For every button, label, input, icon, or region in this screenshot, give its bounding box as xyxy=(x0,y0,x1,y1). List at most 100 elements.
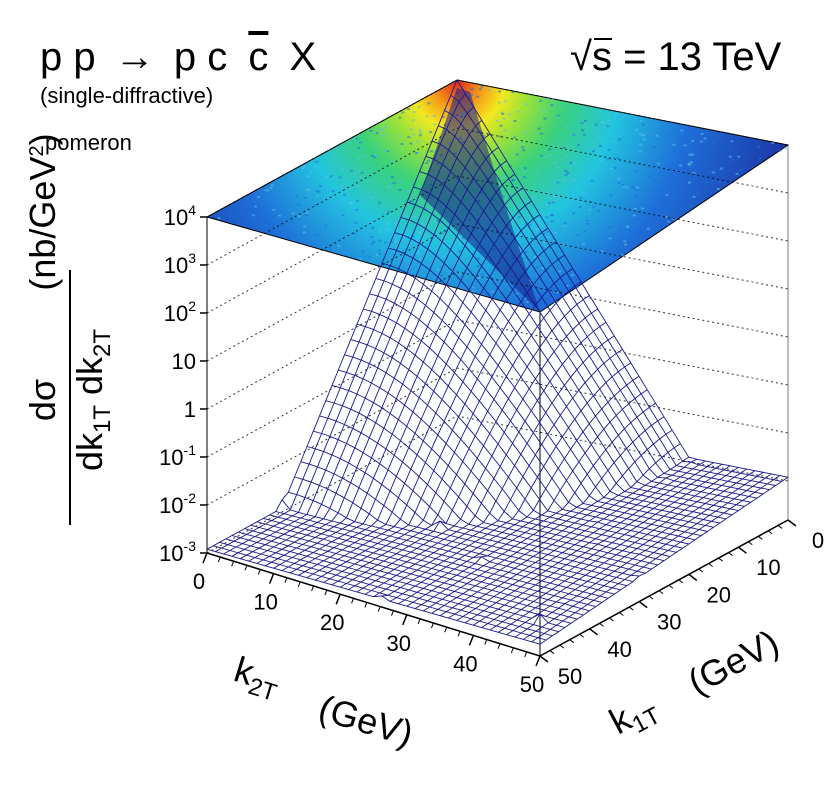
speckle xyxy=(378,201,381,204)
speckle xyxy=(476,265,480,268)
speckle xyxy=(540,245,544,248)
speckle xyxy=(621,254,625,257)
x-minor-tick xyxy=(484,639,488,645)
speckle xyxy=(612,140,616,143)
mesh-line-k2 xyxy=(389,375,640,602)
grid-line xyxy=(456,319,789,386)
speckle xyxy=(381,128,385,131)
speckle xyxy=(521,191,525,194)
speckle xyxy=(399,180,403,183)
speckle xyxy=(517,142,521,145)
speckle xyxy=(669,203,673,206)
speckle xyxy=(471,290,475,293)
speckle xyxy=(617,229,621,232)
x-tick-label: 30 xyxy=(387,631,411,656)
x-minor-tick xyxy=(324,589,328,596)
speckle xyxy=(309,170,313,173)
grid-line xyxy=(456,271,789,338)
speckle xyxy=(371,226,375,229)
speckle xyxy=(407,108,410,111)
speckle xyxy=(690,153,694,156)
speckle xyxy=(487,89,491,91)
mesh-line-k2 xyxy=(423,429,673,612)
speckle xyxy=(378,128,382,130)
speckle xyxy=(672,143,676,146)
speckle xyxy=(358,176,362,179)
z-tick-label: 10 xyxy=(172,349,196,374)
mesh-line-k1 xyxy=(219,541,553,637)
process-title: p p → p c c X xyxy=(40,35,316,79)
speckle xyxy=(458,250,462,253)
speckle xyxy=(585,252,589,255)
speckle xyxy=(639,120,643,122)
speckle xyxy=(624,227,628,230)
speckle xyxy=(357,184,361,187)
speckle xyxy=(501,112,505,115)
speckle xyxy=(315,190,319,192)
speckle xyxy=(621,184,625,187)
speckle xyxy=(594,123,598,126)
speckle xyxy=(303,165,307,168)
x-minor-tick xyxy=(311,585,315,592)
speckle xyxy=(682,128,686,131)
speckle xyxy=(301,167,305,170)
speckle xyxy=(523,297,527,300)
speckle xyxy=(359,258,363,261)
speckle xyxy=(478,88,482,91)
speckle xyxy=(550,104,554,107)
speckle xyxy=(703,137,707,140)
projection-ridge xyxy=(420,88,540,312)
x-minor-tick xyxy=(297,581,301,588)
speckle xyxy=(679,164,683,167)
speckle xyxy=(591,127,595,130)
y-tick-label: 20 xyxy=(707,582,731,607)
speckle xyxy=(432,115,436,117)
speckle xyxy=(364,155,368,158)
speckle xyxy=(516,176,520,178)
grid-line xyxy=(206,367,458,506)
speckle xyxy=(578,275,582,278)
speckle xyxy=(550,220,554,223)
speckle xyxy=(542,245,546,248)
mesh-line-k2 xyxy=(439,456,689,617)
y-minor-tick xyxy=(698,568,704,573)
y-minor-tick xyxy=(748,541,753,546)
speckle xyxy=(410,200,414,203)
y-tick-label: 40 xyxy=(607,637,631,662)
speckle xyxy=(642,123,645,126)
speckle xyxy=(545,216,549,219)
speckle xyxy=(317,190,321,193)
speckle xyxy=(665,215,669,218)
speckle xyxy=(575,286,579,289)
speckle xyxy=(691,139,694,142)
speckle xyxy=(705,181,709,184)
speckle xyxy=(411,119,415,122)
x-minor-tick xyxy=(391,610,394,616)
speckle xyxy=(525,203,529,206)
speckle xyxy=(375,132,379,135)
axis-ticks xyxy=(202,519,797,667)
speckle xyxy=(720,167,724,170)
speckle xyxy=(609,194,613,197)
speckle xyxy=(665,223,669,226)
grid-line xyxy=(206,319,458,458)
speckle xyxy=(511,179,515,182)
mesh-line-k2 xyxy=(481,465,731,628)
x-minor-tick xyxy=(430,622,434,629)
speckle xyxy=(319,185,322,187)
speckle xyxy=(378,239,382,242)
speckle xyxy=(634,170,638,173)
speckle xyxy=(433,123,437,126)
speckle xyxy=(572,162,576,164)
speckle xyxy=(367,255,371,258)
speckle xyxy=(624,243,628,246)
speckle xyxy=(583,120,587,122)
pomeron-label: pomeron xyxy=(45,130,132,155)
speckle xyxy=(543,241,546,244)
mesh-line-k2 xyxy=(464,462,714,624)
speckle xyxy=(433,150,437,153)
speckle xyxy=(353,232,357,235)
speckle xyxy=(692,195,696,198)
speckle xyxy=(354,221,358,224)
